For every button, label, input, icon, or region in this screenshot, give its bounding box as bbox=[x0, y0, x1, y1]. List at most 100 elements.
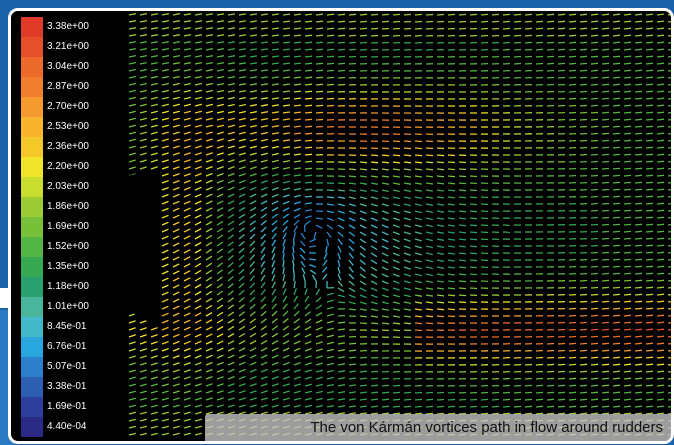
vector-arrow bbox=[447, 245, 456, 248]
vector-arrow bbox=[238, 27, 247, 30]
vector-arrow bbox=[304, 215, 312, 219]
vector-arrow bbox=[249, 62, 258, 65]
vector-arrow bbox=[414, 210, 422, 214]
vector-arrow bbox=[403, 210, 411, 214]
legend-row: 3.38e-01 bbox=[17, 377, 127, 397]
vector-arrow bbox=[183, 34, 192, 37]
vector-arrow bbox=[227, 145, 235, 149]
vector-arrow bbox=[161, 383, 169, 387]
vector-arrow bbox=[392, 224, 400, 228]
vector-arrow bbox=[568, 328, 577, 331]
vector-arrow bbox=[282, 390, 290, 394]
vector-arrow bbox=[546, 83, 555, 86]
vector-arrow bbox=[656, 202, 665, 205]
vector-arrow bbox=[403, 154, 412, 157]
vector-arrow bbox=[667, 189, 671, 191]
vector-arrow bbox=[392, 140, 401, 143]
vector-arrow bbox=[436, 294, 444, 297]
vector-arrow bbox=[293, 132, 301, 135]
vector-arrow bbox=[249, 347, 257, 352]
vector-arrow bbox=[370, 203, 378, 207]
vector-arrow bbox=[139, 432, 147, 436]
vector-arrow bbox=[183, 61, 192, 65]
vector-arrow bbox=[634, 405, 642, 408]
vector-arrow bbox=[623, 41, 632, 44]
vector-arrow bbox=[601, 363, 610, 366]
vector-arrow bbox=[381, 377, 390, 380]
vector-arrow bbox=[458, 252, 466, 255]
vector-arrow bbox=[238, 172, 246, 177]
vector-arrow bbox=[238, 275, 245, 282]
vector-arrow bbox=[205, 326, 213, 331]
vector-arrow bbox=[172, 390, 180, 394]
vector-arrow bbox=[480, 13, 489, 16]
vector-arrow bbox=[238, 347, 246, 352]
vector-arrow bbox=[568, 377, 577, 380]
vector-arrow bbox=[172, 193, 180, 198]
vector-arrow bbox=[425, 13, 434, 16]
vector-arrow bbox=[403, 224, 411, 228]
vector-arrow bbox=[161, 214, 169, 219]
vector-arrow bbox=[249, 131, 257, 135]
vector-arrow bbox=[392, 168, 400, 171]
vector-arrow bbox=[601, 104, 610, 107]
vector-arrow bbox=[414, 294, 423, 297]
vector-arrow bbox=[205, 82, 213, 86]
vector-arrow bbox=[238, 304, 245, 310]
vector-arrow bbox=[249, 233, 256, 240]
vector-arrow bbox=[260, 62, 269, 65]
vector-arrow bbox=[260, 274, 266, 282]
vector-arrow bbox=[513, 370, 522, 373]
vector-arrow bbox=[139, 369, 147, 373]
vector-arrow bbox=[304, 13, 312, 16]
vector-arrow bbox=[535, 62, 544, 65]
vector-arrow bbox=[194, 361, 202, 366]
vector-arrow bbox=[667, 350, 671, 352]
vector-arrow bbox=[425, 412, 434, 415]
vector-arrow bbox=[271, 267, 276, 275]
vector-arrow bbox=[292, 266, 295, 275]
vector-arrow bbox=[425, 147, 434, 150]
vector-arrow bbox=[205, 269, 213, 275]
vector-arrow bbox=[205, 48, 214, 51]
vector-arrow bbox=[612, 363, 621, 366]
vector-arrow bbox=[601, 118, 610, 121]
vector-arrow bbox=[612, 412, 621, 415]
vector-arrow bbox=[172, 432, 180, 436]
vector-arrow bbox=[612, 293, 621, 296]
vector-arrow bbox=[381, 140, 390, 143]
vector-arrow bbox=[326, 313, 334, 317]
vector-arrow bbox=[260, 233, 267, 240]
vector-arrow bbox=[447, 168, 456, 171]
vector-arrow bbox=[183, 103, 191, 107]
vector-arrow bbox=[469, 175, 478, 178]
vector-arrow bbox=[172, 207, 180, 212]
vector-arrow bbox=[304, 390, 312, 394]
vector-arrow bbox=[216, 110, 224, 114]
vector-arrow bbox=[612, 349, 621, 352]
vector-arrow bbox=[172, 20, 181, 23]
vector-arrow bbox=[249, 145, 257, 149]
vector-arrow bbox=[238, 179, 246, 184]
vector-arrow bbox=[172, 383, 180, 387]
vector-arrow bbox=[656, 209, 665, 212]
vector-arrow bbox=[634, 55, 643, 58]
vector-arrow bbox=[601, 132, 610, 135]
vector-arrow bbox=[183, 383, 191, 387]
vector-arrow bbox=[205, 186, 213, 191]
legend-row: 1.86e+00 bbox=[17, 197, 127, 217]
vector-arrow bbox=[370, 189, 378, 193]
vector-arrow bbox=[601, 244, 610, 247]
vector-arrow bbox=[370, 34, 379, 37]
vector-arrow bbox=[161, 270, 169, 275]
vector-arrow bbox=[656, 62, 665, 65]
vector-arrow bbox=[656, 265, 665, 268]
vector-arrow bbox=[667, 398, 671, 401]
vector-arrow bbox=[590, 328, 599, 331]
vector-arrow bbox=[524, 34, 533, 37]
vector-arrow bbox=[623, 48, 632, 51]
vector-arrow bbox=[315, 34, 324, 37]
vector-arrow bbox=[304, 188, 312, 191]
vector-arrow bbox=[194, 48, 203, 51]
legend-swatch bbox=[21, 157, 43, 177]
